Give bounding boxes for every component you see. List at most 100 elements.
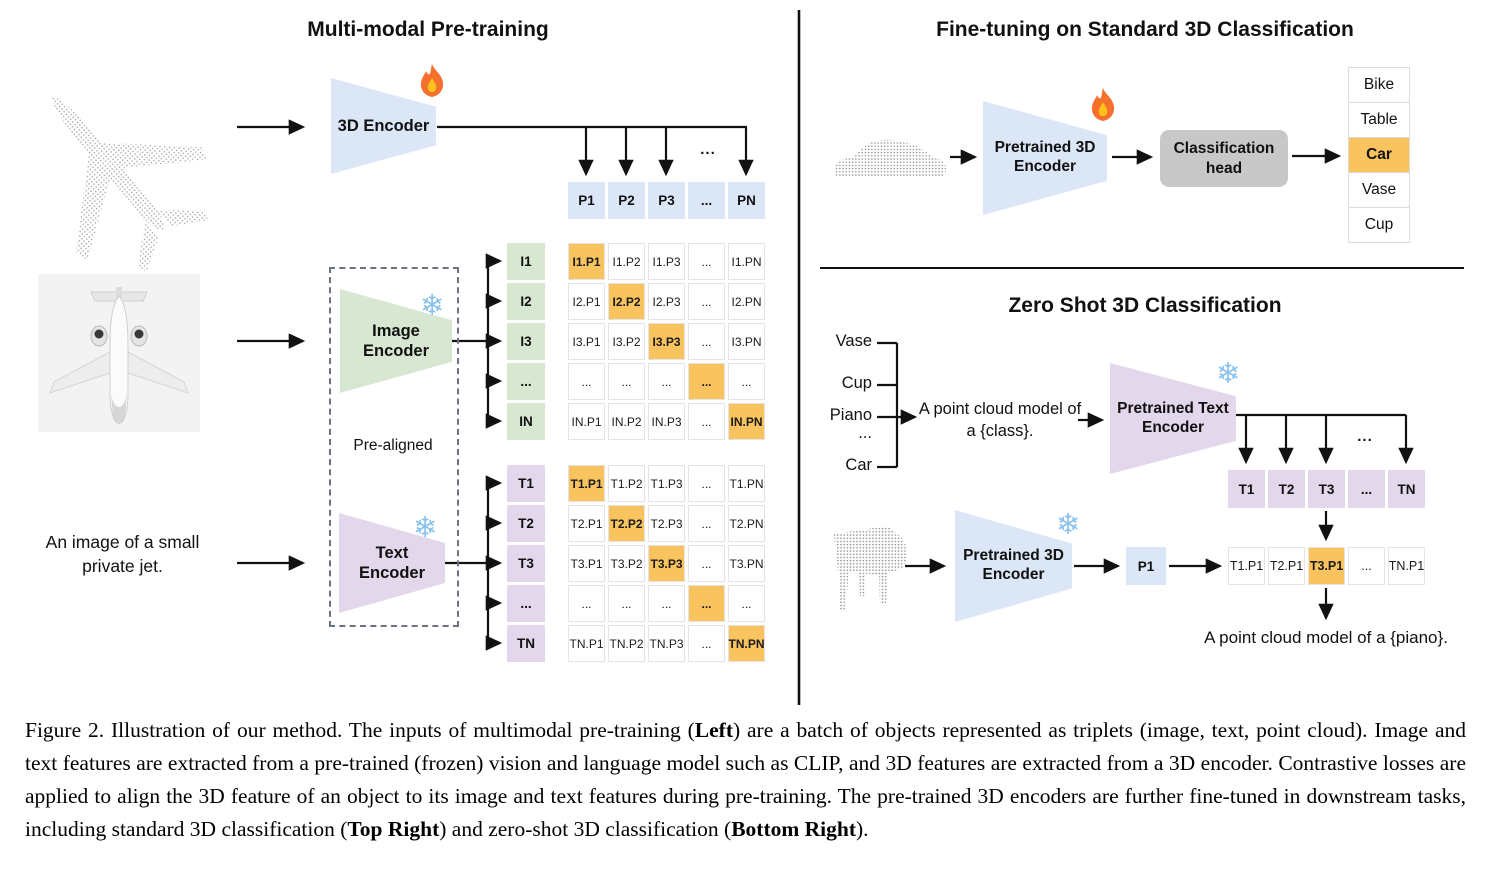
matrix-cell: ... [688,505,725,542]
text-feature-cell: ... [1348,470,1385,508]
candidate-class: Piano [829,406,872,424]
image-feature-cell: ... [507,363,545,400]
image-encoder-label-line2: Encoder [362,342,430,360]
matrix-cell: I3.P3 [648,323,685,360]
text-feature-cell: TN [507,625,545,662]
matrix-cell: ... [608,585,645,622]
zeroshot-title: Zero Shot 3D Classification [1008,294,1282,317]
similarity-cell: T3.P1 [1308,547,1345,585]
class-item: Vase [1348,172,1410,208]
matrix-cell: TN.P3 [648,625,685,662]
image-feature-cell: IN [507,403,545,440]
3d-encoder-label: 3D Encoder [337,116,430,135]
text-feature-cell: T3 [1308,470,1345,508]
matrix-cell: I3.PN [728,323,765,360]
matrix-cell: I3.P1 [568,323,605,360]
matrix-cell: ... [568,363,605,400]
matrix-cell: T3.PN [728,545,765,582]
matrix-cell: I2.P1 [568,283,605,320]
finetune-encoder-label-line2: Encoder [1013,158,1076,175]
flame-icon [1091,88,1115,121]
matrix-cell: IN.P2 [608,403,645,440]
jet-image [38,274,200,432]
caption-bold-segment: Left [694,718,733,742]
text-feature-cell: T1 [1228,470,1265,508]
input-text: An image of a small private jet. [20,530,225,578]
matrix-cell: T3.P2 [608,545,645,582]
image-feature-cell: I3 [507,323,545,360]
image-feature-column: I1 I2 I3... IN [507,243,545,440]
p-feature-cell: PN [728,182,765,219]
text-feature-cell: T1 [507,465,545,502]
caption-segment: Figure 2. Illustration of our method. Th… [25,718,695,742]
text-feature-cell: T2 [507,505,545,542]
matrix-cell: T2.P1 [568,505,605,542]
class-item: Cup [1348,207,1410,243]
text-point-similarity-matrix: T1.P1 T1.P2 T1.P3... T1.PN T2.P1 T2.P2 T2.P3..… [568,465,765,662]
matrix-cell: ... [688,465,725,502]
matrix-cell: ... [648,363,685,400]
candidate-class: Cup [841,374,872,392]
classification-head-label-line2: head [1205,159,1243,177]
class-item: Car [1348,137,1410,173]
matrix-cell: ... [688,585,725,622]
caption-segment: ) and zero-shot 3D classification ( [439,817,732,841]
matrix-cell: ... [688,545,725,582]
zeroshot-3d-encoder-label-line2: Encoder [982,566,1045,583]
finetune-encoder-label-line1: Pretrained 3D [994,139,1096,157]
prompt-template-line1: A point cloud model of [918,400,1082,418]
matrix-cell: T2.PN [728,505,765,542]
snowflake-icon: ❄ [1216,358,1241,390]
matrix-cell: I1.P3 [648,243,685,280]
matrix-cell: I2.P3 [648,283,685,320]
pretraining-title: Multi-modal Pre-training [307,18,549,41]
input-text-line1: An image of a small [45,532,200,552]
prompt-template: A point cloud model of a {class}. [915,398,1085,442]
matrix-cell: T1.P2 [608,465,645,502]
prompt-template-line2: a {class}. [966,422,1034,440]
matrix-cell: T1.P1 [568,465,605,502]
matrix-cell: ... [688,363,725,400]
image-feature-cell: I2 [507,283,545,320]
matrix-cell: I3.P2 [608,323,645,360]
zeroshot-similarity-row: T1.P1 T2.P1 T3.P1... TN.P1 [1228,547,1425,585]
p1-feature-box: P1 [1126,547,1166,585]
class-item: Table [1348,102,1410,138]
matrix-cell: T3.P1 [568,545,605,582]
image-feature-cell: I1 [507,243,545,280]
similarity-cell: T2.P1 [1268,547,1305,585]
caption-segment: ). [856,817,869,841]
classification-head-block: Classification head [1160,130,1288,187]
matrix-cell: TN.PN [728,625,765,662]
image-point-similarity-matrix: I1.P1 I1.P2 I1.P3... I1.PN I2.P1 I2.P2 I2.P3..… [568,243,765,440]
matrix-cell: I2.PN [728,283,765,320]
text-feature-cell: ... [507,585,545,622]
caption-segment: ) are a batch of objects represented as … [25,718,1466,841]
text-feature-cell: T3 [507,545,545,582]
p-feature-cell: P2 [608,182,645,219]
snowflake-icon: ❄ [420,290,445,322]
zeroshot-text-encoder-label-line2: Encoder [1141,418,1204,436]
candidate-class: Car [845,456,872,474]
similarity-cell: TN.P1 [1388,547,1425,585]
matrix-cell: IN.PN [728,403,765,440]
matrix-cell: T3.P3 [648,545,685,582]
candidate-class: Vase [835,332,872,350]
flame-icon [420,64,444,97]
p-feature-cell: ... [688,182,725,219]
piano-point-cloud [834,526,907,611]
snowflake-icon: ❄ [413,512,438,544]
matrix-cell: ... [688,403,725,440]
matrix-cell: ... [568,585,605,622]
caption-bold-segment: Top Right [347,817,440,841]
matrix-cell: TN.P2 [608,625,645,662]
matrix-cell: ... [688,243,725,280]
matrix-cell: T2.P3 [648,505,685,542]
p-feature-cell: P1 [568,182,605,219]
matrix-cell: IN.P3 [648,403,685,440]
prealigned-label: Pre-aligned [353,437,433,454]
text-feature-cell: TN [1388,470,1425,508]
zeroshot-3d-encoder-block: Pretrained 3D Encoder [955,510,1072,622]
input-text-line2: private jet. [82,556,163,576]
